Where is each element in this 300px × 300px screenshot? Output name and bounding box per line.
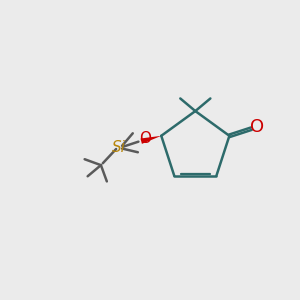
Text: Si: Si: [112, 140, 126, 155]
Text: O: O: [140, 131, 152, 146]
Text: O: O: [250, 118, 264, 136]
Polygon shape: [140, 136, 161, 144]
